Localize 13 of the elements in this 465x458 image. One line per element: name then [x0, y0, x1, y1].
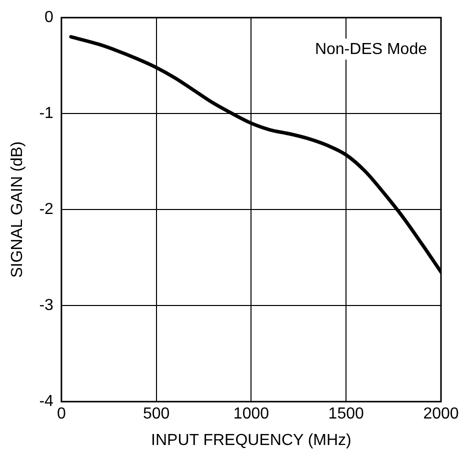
x-axis-title: INPUT FREQUENCY (MHz)	[151, 432, 352, 449]
y-tick-label: -4	[39, 393, 54, 410]
annotation: Non-DES Mode	[314, 41, 428, 58]
x-tick-label: 0	[56, 406, 66, 423]
y-tick-label: -2	[39, 201, 54, 218]
y-axis-title: SIGNAL GAIN (dB)	[9, 141, 26, 278]
x-tick-label: 1500	[328, 406, 364, 423]
x-tick-label: 1000	[233, 406, 270, 423]
y-tick-label: -1	[39, 105, 54, 122]
y-tick-label: 0	[44, 9, 54, 26]
x-tick-label: 2000	[423, 406, 459, 423]
x-tick-label: 500	[142, 406, 170, 423]
y-tick-label: -3	[39, 297, 54, 314]
